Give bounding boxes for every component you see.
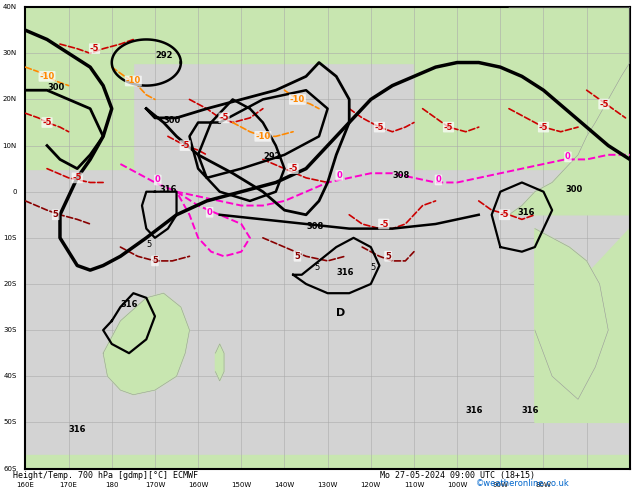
Text: -5: -5 [90, 44, 100, 53]
Text: 316: 316 [522, 406, 540, 415]
Text: 60S: 60S [3, 466, 17, 471]
Text: 40N: 40N [3, 4, 17, 10]
Text: 300: 300 [164, 116, 181, 124]
Text: 5: 5 [294, 252, 301, 261]
Text: -5: -5 [444, 122, 453, 132]
Text: 170W: 170W [145, 482, 165, 489]
Text: 110W: 110W [404, 482, 424, 489]
Text: 292: 292 [155, 51, 172, 60]
Text: 20N: 20N [3, 97, 17, 102]
Text: Height/Temp. 700 hPa [gdmp][°C] ECMWF: Height/Temp. 700 hPa [gdmp][°C] ECMWF [13, 471, 198, 480]
Polygon shape [509, 7, 630, 215]
Text: 316: 316 [159, 185, 177, 194]
Text: -10: -10 [39, 72, 55, 81]
Text: Mo 27-05-2024 09:00 UTC (18+15): Mo 27-05-2024 09:00 UTC (18+15) [380, 471, 535, 480]
Text: 316: 316 [336, 268, 354, 277]
Text: 40S: 40S [4, 373, 17, 379]
Text: -5: -5 [379, 220, 389, 228]
Text: 0: 0 [565, 152, 571, 161]
Text: 170E: 170E [60, 482, 77, 489]
Text: ©weatheronline.co.uk: ©weatheronline.co.uk [476, 479, 569, 488]
Text: 0: 0 [12, 189, 17, 195]
Text: 130W: 130W [318, 482, 338, 489]
Polygon shape [103, 293, 190, 395]
Text: 5: 5 [371, 263, 376, 272]
Text: 316: 316 [68, 425, 86, 434]
Text: 180: 180 [105, 482, 119, 489]
Text: 308: 308 [306, 221, 323, 231]
Text: 5: 5 [53, 210, 58, 219]
Text: -5: -5 [500, 210, 509, 219]
Text: 160E: 160E [16, 482, 34, 489]
Text: 0: 0 [436, 175, 441, 184]
Polygon shape [216, 344, 224, 381]
Text: 30S: 30S [3, 327, 17, 333]
Text: 120W: 120W [361, 482, 381, 489]
Text: 300: 300 [565, 185, 582, 194]
Text: 316: 316 [120, 300, 138, 309]
Text: 292: 292 [263, 152, 280, 161]
Text: 5: 5 [314, 263, 320, 272]
Text: -5: -5 [288, 164, 298, 173]
Polygon shape [535, 229, 630, 422]
Text: -5: -5 [219, 113, 229, 122]
Text: -5: -5 [72, 173, 82, 182]
Text: 150W: 150W [231, 482, 252, 489]
Text: 308: 308 [392, 171, 410, 180]
Text: 20S: 20S [4, 281, 17, 287]
Text: 50S: 50S [4, 419, 17, 425]
Text: 10S: 10S [3, 235, 17, 241]
Text: -10: -10 [256, 132, 271, 141]
Text: 90W: 90W [493, 482, 508, 489]
Text: -10: -10 [290, 95, 305, 104]
Text: -10: -10 [126, 76, 141, 85]
Text: -5: -5 [181, 141, 190, 150]
Text: 5: 5 [152, 256, 158, 266]
Text: 100W: 100W [447, 482, 467, 489]
Text: 160W: 160W [188, 482, 209, 489]
Text: -5: -5 [599, 99, 609, 109]
Text: 0: 0 [155, 175, 160, 184]
Text: 5: 5 [385, 252, 391, 261]
Text: 0: 0 [336, 171, 342, 180]
Text: 0: 0 [207, 208, 212, 217]
Text: -5: -5 [42, 118, 52, 127]
Text: 30N: 30N [3, 50, 17, 56]
Text: 140W: 140W [275, 482, 295, 489]
Text: 5: 5 [146, 240, 152, 249]
Text: -5: -5 [375, 122, 384, 132]
Text: 80W: 80W [536, 482, 552, 489]
Text: -5: -5 [539, 122, 548, 132]
Text: D: D [336, 308, 346, 318]
Text: 316: 316 [466, 406, 483, 415]
Text: 10N: 10N [3, 143, 17, 148]
Text: 300: 300 [47, 83, 64, 92]
Text: 316: 316 [517, 208, 535, 217]
